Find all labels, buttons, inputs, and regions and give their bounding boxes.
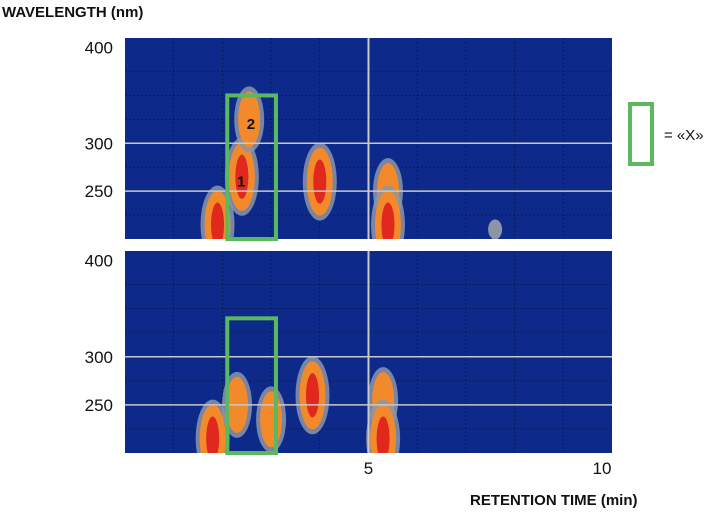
peak-core — [211, 202, 225, 239]
peak-core — [235, 154, 249, 199]
y-tick-label: 400 — [85, 252, 113, 271]
peak-mark — [238, 91, 261, 148]
peak-mark — [488, 219, 503, 239]
x-tick-label: 10 — [593, 459, 612, 478]
peak-core — [206, 416, 220, 453]
peak-label: 2 — [247, 116, 255, 133]
highlight-box — [225, 316, 278, 456]
y-tick-label: 250 — [85, 182, 113, 201]
peak-mark — [260, 391, 283, 448]
peak-core — [305, 373, 319, 418]
peak-core — [376, 416, 390, 453]
legend-box-swatch — [628, 102, 654, 166]
peak-core — [313, 159, 327, 204]
top-heatmap-panel: 1 2 400 300 250 — [85, 38, 612, 241]
highlight-box — [225, 93, 278, 241]
bottom-heatmap-panel: 400 300 250 5 10 — [85, 251, 612, 478]
y-axis-label: WAVELENGTH (nm) — [2, 4, 143, 21]
y-tick-label: 300 — [85, 348, 113, 367]
y-tick-label: 400 — [85, 39, 113, 58]
y-tick-label: 250 — [85, 396, 113, 415]
peak-label: 1 — [237, 174, 245, 191]
peak-core — [381, 202, 395, 239]
legend-label: = «X» — [664, 127, 704, 144]
x-tick-label: 5 — [364, 459, 373, 478]
y-tick-label: 300 — [85, 134, 113, 153]
plot-content — [125, 38, 612, 239]
x-axis-label: RETENTION TIME (min) — [470, 492, 638, 509]
